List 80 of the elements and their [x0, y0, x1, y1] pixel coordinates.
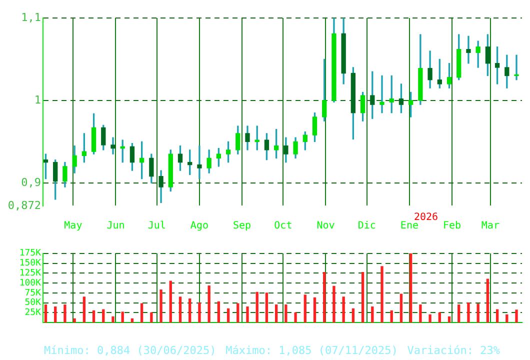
- x-tick-label: Feb: [442, 220, 462, 232]
- bar: [323, 272, 326, 323]
- bar: [92, 310, 96, 323]
- y-tick-label: 0,9: [21, 176, 41, 189]
- bar: [332, 286, 336, 323]
- x-tick-label: Dic: [358, 220, 376, 232]
- bar: [236, 303, 240, 323]
- bar: [188, 298, 192, 323]
- bar: [44, 304, 48, 323]
- bar: [102, 309, 105, 323]
- bar: [246, 306, 249, 323]
- y-tick-label: 1: [34, 93, 41, 106]
- bar: [82, 296, 86, 323]
- bar: [160, 289, 162, 323]
- bar: [208, 285, 210, 323]
- bar: [121, 312, 124, 323]
- y-tick-label: 150K: [19, 258, 42, 269]
- bar: [73, 318, 76, 323]
- x-tick-label: Jul: [148, 220, 166, 232]
- bar: [54, 306, 57, 323]
- bar: [226, 308, 230, 323]
- y-tick-label: 50K: [24, 298, 42, 308]
- text: Máximo: 1,085 (07/11/2025): [226, 344, 398, 357]
- y-tick-label: 75K: [24, 288, 42, 298]
- y-tick-label: 175K: [19, 248, 42, 259]
- bar: [496, 309, 499, 323]
- bar: [438, 312, 441, 323]
- text: Variación: 23%: [407, 344, 500, 357]
- bar: [476, 304, 480, 323]
- bar: [313, 297, 316, 323]
- bar: [352, 308, 355, 323]
- bar: [64, 304, 66, 323]
- candlestick: [197, 145, 202, 180]
- x-tick-label: Jun: [106, 220, 125, 232]
- x-tick-label: Nov: [316, 220, 335, 232]
- y-tick-label: 100K: [19, 278, 42, 288]
- bar: [304, 294, 306, 323]
- bar: [515, 310, 518, 323]
- bar: [274, 304, 278, 323]
- bar: [217, 301, 220, 323]
- bar: [150, 312, 153, 323]
- bar: [371, 306, 374, 323]
- y-tick-label: 1,1: [21, 10, 41, 24]
- candlestick: [514, 54, 519, 80]
- bar: [458, 304, 460, 323]
- x-tick-label: May: [64, 220, 82, 232]
- candlestick: [110, 137, 116, 154]
- bar: [448, 316, 451, 323]
- bar: [265, 292, 268, 323]
- bar: [428, 314, 432, 323]
- y-tick-label: 25K: [24, 308, 42, 318]
- bar: [198, 302, 201, 323]
- bar: [380, 266, 384, 323]
- bar: [256, 292, 258, 323]
- bar: [419, 304, 422, 323]
- bar: [294, 312, 297, 323]
- bar: [506, 314, 508, 323]
- bar: [400, 294, 403, 323]
- bar: [410, 253, 412, 323]
- bar: [178, 296, 182, 323]
- text: 2026: [414, 212, 438, 223]
- x-tick-label: Mar: [481, 220, 500, 232]
- bar: [169, 280, 172, 323]
- x-tick-label: Sep: [232, 220, 252, 232]
- bar: [112, 316, 114, 323]
- bar: [486, 278, 490, 323]
- bar: [342, 296, 345, 323]
- bar: [140, 303, 144, 323]
- bar: [467, 302, 470, 323]
- y-tick-label: 0,872: [8, 198, 41, 212]
- text: Mínimo: 0,884 (30/06/2025): [44, 344, 216, 357]
- bar: [284, 304, 288, 323]
- candlestick: [380, 75, 384, 114]
- bar: [361, 272, 364, 323]
- bar: [390, 310, 393, 323]
- candlestick: [466, 36, 471, 64]
- x-tick-label: Oct: [274, 220, 292, 232]
- x-tick-label: Ene: [400, 220, 418, 232]
- x-tick-label: Ago: [190, 220, 208, 232]
- y-tick-label: 125K: [19, 268, 42, 279]
